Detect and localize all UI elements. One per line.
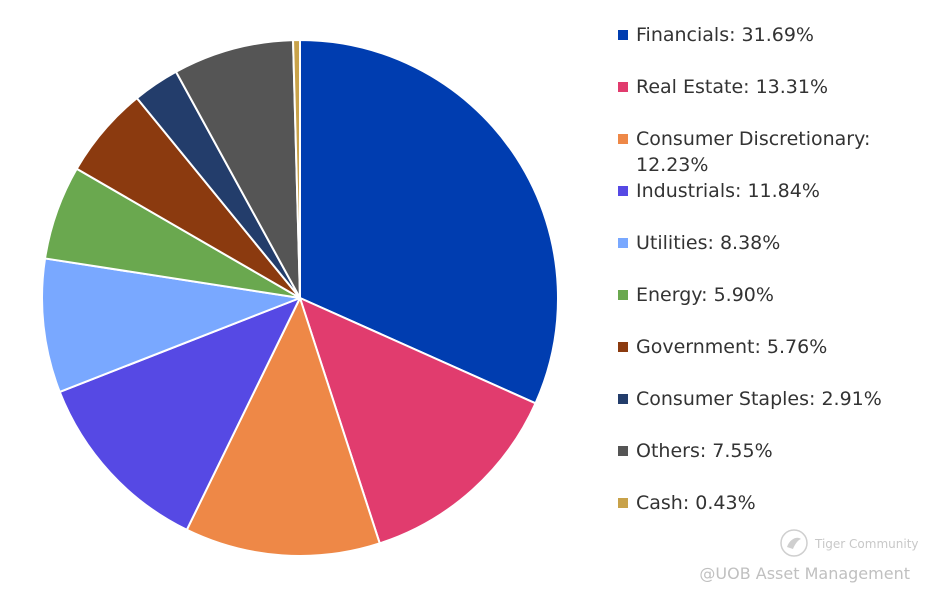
- legend-label: Consumer Discretionary: 12.23%: [636, 128, 871, 176]
- legend-item-industrials: Industrials: 11.84%: [618, 178, 918, 230]
- legend-item-others: Others: 7.55%: [618, 438, 918, 490]
- legend-label: Government: 5.76%: [636, 336, 828, 358]
- legend-swatch: [618, 82, 628, 92]
- legend-swatch: [618, 186, 628, 196]
- legend-swatch: [618, 238, 628, 248]
- pie-slice-consumer-discretionary: [185, 297, 381, 557]
- legend-label: Real Estate: 13.31%: [636, 76, 829, 98]
- legend-swatch: [618, 394, 628, 404]
- legend-swatch: [618, 134, 628, 144]
- legend-item-energy: Energy: 5.90%: [618, 282, 918, 334]
- legend-label: Industrials: 11.84%: [636, 180, 820, 202]
- legend-item-real-estate: Real Estate: 13.31%: [618, 74, 918, 126]
- legend-swatch: [618, 498, 628, 508]
- pie-slice-utilities: [41, 257, 301, 393]
- legend-item-consumer-staples: Consumer Staples: 2.91%: [618, 386, 918, 438]
- legend-label: Others: 7.55%: [636, 440, 773, 462]
- pie-slice-cash: [292, 38, 301, 299]
- legend-label: Utilities: 8.38%: [636, 232, 781, 254]
- legend-label: Consumer Staples: 2.91%: [636, 388, 882, 410]
- legend-label: Financials: 31.69%: [636, 24, 814, 46]
- tiger-community-logo-icon: [780, 529, 808, 557]
- pie-chart: [41, 38, 559, 557]
- legend-swatch: [618, 30, 628, 40]
- watermark-logo-text: Tiger Community: [815, 537, 919, 551]
- legend-item-utilities: Utilities: 8.38%: [618, 230, 918, 282]
- pie-slices: [41, 38, 559, 557]
- pie-slice-real-estate: [299, 297, 537, 545]
- chart-legend: Financials: 31.69% Real Estate: 13.31% Con…: [618, 22, 918, 542]
- legend-label: Energy: 5.90%: [636, 284, 774, 306]
- legend-item-financials: Financials: 31.69%: [618, 22, 918, 74]
- pie-slice-others: [174, 39, 301, 299]
- legend-swatch: [618, 342, 628, 352]
- watermark-credit: @UOB Asset Management: [699, 564, 910, 583]
- pie-slice-financials: [299, 39, 559, 405]
- legend-item-consumer-discretionary: Consumer Discretionary: 12.23%: [618, 126, 918, 178]
- pie-slice-industrials: [58, 297, 301, 531]
- legend-label: Cash: 0.43%: [636, 492, 756, 514]
- legend-item-government: Government: 5.76%: [618, 334, 918, 386]
- legend-swatch: [618, 446, 628, 456]
- legend-item-cash: Cash: 0.43%: [618, 490, 918, 542]
- legend-swatch: [618, 290, 628, 300]
